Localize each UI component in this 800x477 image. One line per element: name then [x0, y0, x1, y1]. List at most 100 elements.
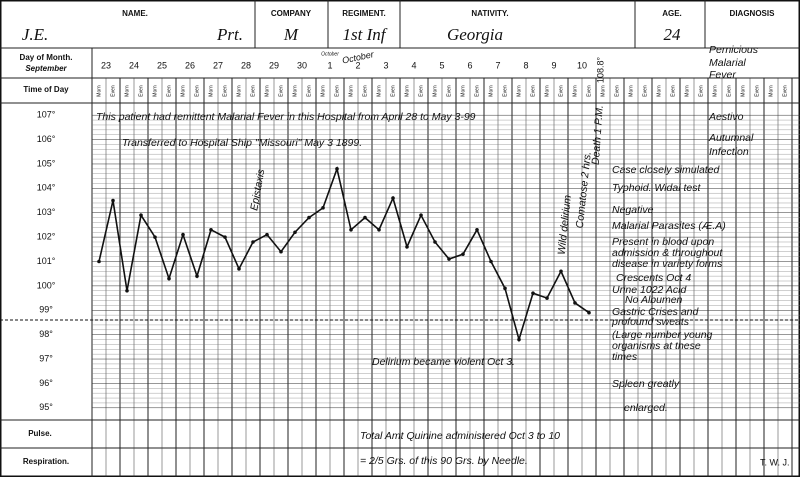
patient-initials: J.E.: [22, 25, 48, 44]
time-slot-label: Even: [474, 85, 480, 97]
temperature-point: [181, 232, 185, 237]
temperature-point: [517, 337, 521, 342]
time-slot-label: Morn: [96, 85, 102, 97]
time-slot-label: Even: [194, 85, 200, 97]
time-slot-label: Even: [782, 85, 788, 97]
annotation: Total Amt Quinine administered Oct 3 to …: [360, 430, 560, 442]
time-slot-label: Morn: [516, 85, 522, 97]
note-line: Gastric Crises and: [612, 306, 700, 318]
nativity: Georgia: [447, 25, 503, 44]
temperature-point: [419, 213, 423, 217]
y-tick-label: 105°: [37, 158, 56, 168]
x-tick-label: 27: [213, 60, 223, 70]
temperature-point: [559, 269, 563, 274]
y-tick-label: 100°: [37, 280, 56, 290]
month-label: September: [25, 64, 67, 73]
x-tick-label: 4: [411, 60, 416, 70]
time-slot-label: Morn: [432, 85, 438, 97]
time-slot-label: Morn: [376, 85, 382, 97]
y-tick-label: 95°: [39, 402, 53, 412]
time-slot-label: Even: [390, 85, 396, 97]
time-slot-label: Even: [698, 85, 704, 97]
time-slot-label: Even: [418, 85, 424, 97]
pulse-label: Pulse.: [28, 429, 52, 438]
x-tick-label: 8: [523, 60, 528, 70]
note-line: Crescents Oct 4: [616, 272, 691, 284]
time-of-day-label: Time of Day: [23, 85, 69, 94]
grid: Morn Even Morn Even Morn Even Morn Even Morn Even…: [0, 78, 800, 477]
month-change: October: [321, 51, 339, 57]
x-tick-label: 28: [241, 60, 251, 70]
temperature-point: [153, 235, 157, 239]
temperature-point: [503, 286, 507, 291]
time-slot-label: Morn: [264, 85, 270, 97]
note-line: enlarged.: [624, 402, 668, 414]
time-slot-label: Morn: [292, 85, 298, 97]
temperature-point: [433, 240, 437, 244]
x-tick-label: 23: [101, 60, 111, 70]
note-line: Negative: [612, 204, 654, 216]
plot: 23 24 25 26 27 28 29 30 1 2 3 4 5 6 7 8 9 10: [97, 60, 591, 343]
time-slot-label: Morn: [712, 85, 718, 97]
time-slot-label: Even: [166, 85, 172, 97]
day-of-month-label: Day of Month.: [20, 53, 73, 62]
temperature-point: [363, 215, 367, 220]
temperature-point: [293, 230, 297, 235]
diagnosis-entry: Pernicious: [709, 44, 759, 56]
temperature-point: [321, 206, 325, 210]
time-slot-label: Morn: [600, 85, 606, 97]
time-slot-label: Even: [502, 85, 508, 97]
diagnosis-entry: Autumnal: [708, 132, 754, 144]
y-tick-label: 99°: [39, 305, 53, 315]
note-line: disease in variety forms: [612, 258, 723, 270]
note-line: (Large number young: [612, 329, 713, 341]
note-line: profound sweats: [611, 316, 690, 328]
temperature-point: [335, 167, 339, 171]
temperature-point: [167, 276, 171, 281]
time-slot-label: Even: [138, 85, 144, 97]
name-label: NAME.: [122, 9, 148, 18]
y-tick-label: 106°: [37, 134, 56, 144]
y-tick-label: 97°: [39, 353, 53, 363]
time-slot-label: Morn: [208, 85, 214, 97]
note-line: Malarial Parasites (Æ.A): [612, 220, 726, 232]
note-line: Case closely simulated: [612, 164, 721, 176]
note-line: admission & throughout: [612, 247, 723, 259]
annotation: Transferred to Hospital Ship "Missouri" …: [122, 137, 362, 149]
diagnosis-entry: Malarial: [709, 57, 746, 69]
temperature-point: [545, 296, 549, 300]
initials-signature: T. W. J.: [760, 457, 790, 467]
y-tick-label: 96°: [39, 378, 53, 388]
temperature-point: [209, 228, 213, 232]
time-slot-label: Morn: [684, 85, 690, 97]
temperature-point: [125, 288, 129, 293]
age-label: AGE.: [662, 9, 682, 18]
time-slot-label: Morn: [460, 85, 466, 97]
temperature-line: [98, 165, 590, 343]
time-slot-label: Even: [642, 85, 648, 97]
x-tick-label: 2: [355, 60, 360, 70]
y-tick-label: 98°: [39, 329, 53, 339]
note-line: times: [612, 351, 638, 363]
time-slot-label: Even: [446, 85, 452, 97]
time-slot-label: Even: [754, 85, 760, 97]
company-label: COMPANY: [271, 9, 312, 18]
time-slot-label: Morn: [348, 85, 354, 97]
note-line: Present in blood upon: [612, 236, 714, 248]
time-slot-label: Even: [586, 85, 592, 97]
clinical-notes: Case closely simulated Typhoid. Widal tes…: [611, 164, 726, 414]
time-slot-label: Morn: [404, 85, 410, 97]
regiment-label: REGIMENT.: [342, 9, 386, 18]
temperature-point: [265, 232, 269, 237]
time-slot-label: Even: [110, 85, 116, 97]
y-tick-label: 102°: [37, 231, 56, 241]
temperature-point: [349, 228, 353, 232]
x-tick-label: 24: [129, 60, 139, 70]
time-slot-label: Even: [222, 85, 228, 97]
y-tick-label: 104°: [37, 183, 56, 193]
temperature-point: [237, 267, 241, 271]
time-slot-label: Morn: [768, 85, 774, 97]
